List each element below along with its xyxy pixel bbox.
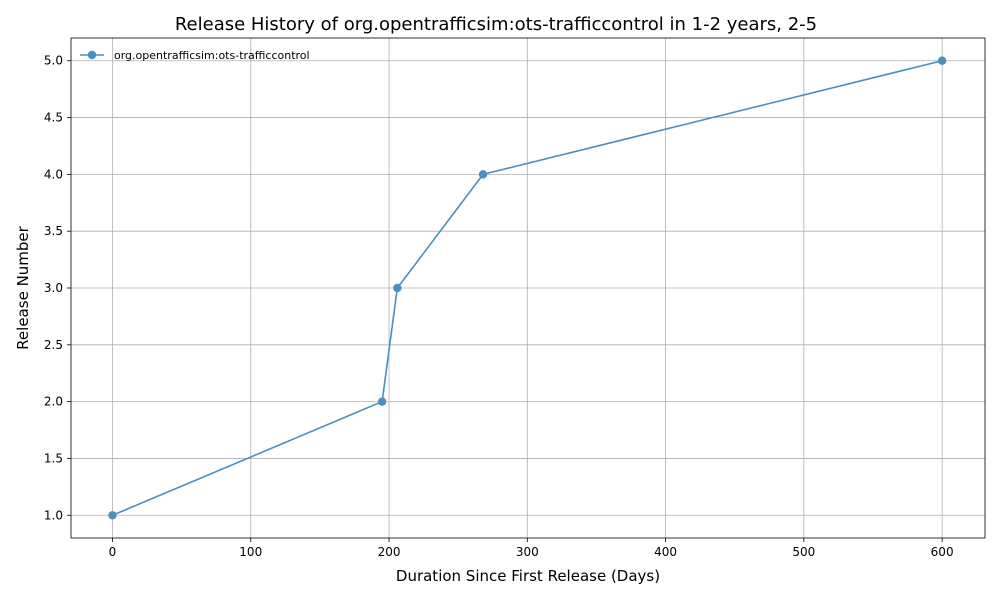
- grid: [71, 38, 985, 538]
- x-tick-label: 400: [654, 545, 677, 559]
- x-tick-label: 600: [931, 545, 954, 559]
- legend: org.opentrafficsim:ots-trafficcontrol: [80, 49, 310, 62]
- y-tick-label: 5.0: [44, 54, 63, 68]
- y-tick-label: 1.5: [44, 451, 63, 465]
- x-tick-label: 500: [792, 545, 815, 559]
- y-tick-label: 4.0: [44, 167, 63, 181]
- x-tick-label: 100: [239, 545, 262, 559]
- x-tick-label: 200: [378, 545, 401, 559]
- axis-ticks: 0 100 200 300 400 500 600 1.0 1.5 2.0 2.5 3.0 3.5 4.0…: [44, 54, 954, 559]
- plot-area: [70, 37, 986, 539]
- y-tick-label: 2.5: [44, 338, 63, 352]
- legend-marker: [87, 50, 97, 60]
- data-point: [108, 511, 117, 520]
- y-tick-label: 1.0: [44, 508, 63, 522]
- y-tick-label: 3.5: [44, 224, 63, 238]
- x-axis-label: Duration Since First Release (Days): [396, 567, 660, 585]
- series-layer: [108, 56, 947, 520]
- y-tick-label: 4.5: [44, 111, 63, 125]
- y-axis-label: Release Number: [14, 225, 32, 349]
- data-point: [377, 397, 387, 406]
- y-tick-label: 3.0: [44, 281, 63, 295]
- x-tick-label: 0: [109, 545, 117, 559]
- data-point: [478, 170, 488, 179]
- legend-label: org.opentrafficsim:ots-trafficcontrol: [114, 49, 310, 62]
- data-point: [937, 56, 947, 65]
- x-tick-label: 300: [516, 545, 539, 559]
- chart-title: Release History of org.opentrafficsim:ot…: [175, 14, 817, 35]
- data-point: [393, 283, 402, 293]
- y-tick-label: 2.0: [44, 395, 63, 409]
